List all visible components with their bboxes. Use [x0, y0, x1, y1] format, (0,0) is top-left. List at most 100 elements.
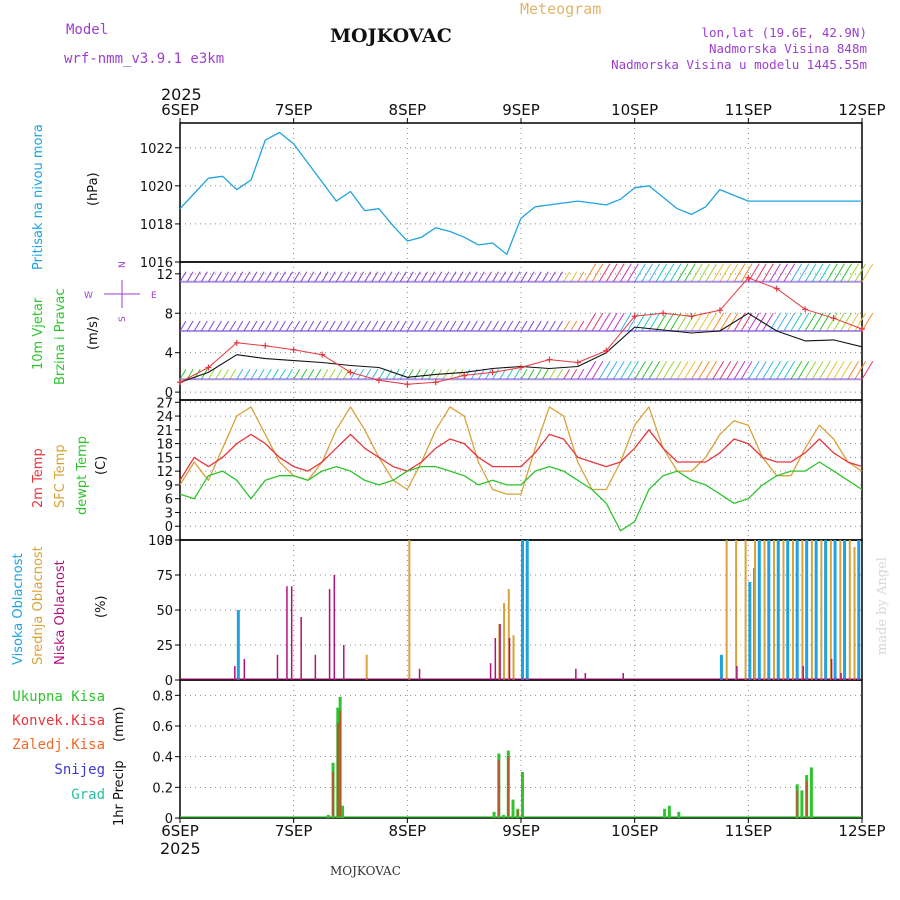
mid-cloud-bar	[829, 540, 832, 680]
low-cloud-bar	[328, 589, 331, 680]
low-cloud-bar	[234, 666, 236, 680]
wind-barb	[577, 271, 585, 282]
wind-barb	[513, 271, 521, 282]
wind-barb	[719, 263, 732, 282]
mid-cloud-bar	[744, 540, 747, 680]
wind-barb	[783, 263, 796, 282]
wind-barb	[250, 271, 258, 282]
x-tick-label-bottom: 6SEP	[161, 822, 199, 840]
wind-barb	[357, 271, 365, 282]
low-cloud-bar	[286, 586, 288, 680]
model-name: wrf-nmm_v3.9.1 e3km	[64, 51, 224, 67]
wind-barb	[833, 361, 845, 380]
y-tick-label: 27	[156, 396, 173, 411]
wind-barb	[307, 271, 315, 282]
wind-barb	[584, 263, 597, 282]
compass-west: W	[84, 291, 93, 301]
wind-barb	[648, 263, 661, 282]
wind-barb	[563, 369, 571, 380]
wind-barb	[783, 361, 796, 380]
wind-barb	[485, 369, 492, 380]
total-precip-bar	[521, 772, 524, 818]
wind-barb	[392, 369, 400, 380]
wind-barb	[669, 361, 682, 380]
mid-cloud-bar	[408, 540, 411, 680]
wind-barb	[492, 271, 500, 282]
wind-barb	[477, 369, 485, 380]
wind-barb	[335, 320, 343, 332]
wind-barb	[598, 361, 611, 380]
precip-legend-hail: Grad	[71, 787, 105, 803]
x-tick-label-top: 10SEP	[611, 101, 658, 119]
wind-barb	[236, 271, 244, 282]
wind-barb	[726, 263, 739, 282]
wind-compass: N E W S	[84, 261, 157, 322]
wind-barb	[215, 271, 222, 282]
low-cloud-bar	[508, 638, 511, 680]
wind-barb	[584, 361, 597, 380]
wind-barb	[818, 361, 831, 380]
wind-barb	[307, 369, 315, 380]
y-tick-label: 0.4	[152, 751, 173, 766]
dewpt-line	[179, 461, 863, 532]
wind-barb	[527, 320, 535, 332]
wind-barb	[797, 263, 810, 282]
wind-barb	[442, 320, 450, 332]
precip-legend-snow: Snijeg	[54, 762, 105, 778]
wind-barb	[357, 320, 365, 332]
wind-barb	[527, 271, 535, 282]
wind-barb	[186, 320, 194, 332]
high-cloud-bar	[767, 540, 771, 680]
wind-barb	[620, 263, 632, 282]
wind-barb	[527, 369, 535, 380]
total-precip-bar	[341, 805, 345, 818]
wind-barb	[577, 320, 585, 332]
x-tick-label-top: 7SEP	[275, 101, 313, 119]
wind-barb	[314, 320, 322, 332]
wind-barb	[499, 369, 507, 380]
wind-barb	[605, 263, 618, 282]
wind-axis-title-b: Brzina i Pravac	[53, 288, 68, 385]
high-cloud-bar	[525, 540, 529, 680]
wind-gust-marker	[290, 346, 297, 353]
wind-barb	[350, 320, 357, 332]
high-cloud-bar	[776, 540, 780, 680]
wind-barb	[698, 361, 710, 380]
wind-barb	[442, 271, 450, 282]
low-cloud-bar	[243, 659, 246, 680]
wind-barb	[215, 369, 222, 380]
wind-barb	[691, 312, 703, 332]
wind-barb	[207, 271, 215, 282]
wind-gust-marker	[375, 377, 382, 384]
wind-barb	[229, 369, 237, 380]
mid-cloud-bar	[763, 540, 766, 680]
wind-barb	[612, 361, 625, 380]
wind-barb	[818, 312, 831, 332]
wind-barb	[286, 369, 293, 380]
wind-barb	[264, 320, 272, 332]
plot-area: 101610181020102204812-303691215182124270…	[140, 101, 886, 840]
wind-barb	[726, 361, 739, 380]
x-tick-label-bottom: 7SEP	[275, 822, 313, 840]
compass-east: E	[151, 291, 157, 301]
wind-barb	[186, 271, 194, 282]
wind-gust-marker	[660, 310, 667, 317]
wind-barb	[804, 312, 817, 332]
wind-barb	[854, 312, 867, 332]
wind-barb	[378, 320, 386, 332]
wind-gust-marker	[489, 369, 496, 376]
wind-barb	[207, 369, 215, 380]
wind-barb	[790, 263, 803, 282]
y-tick-label: 0	[165, 386, 173, 401]
wind-axis-title-a: 10m Vjetar	[31, 297, 46, 370]
wind-barb	[847, 263, 860, 282]
wind-gust-marker	[546, 356, 553, 363]
wind-barb	[755, 361, 767, 380]
mid-cloud-bar	[820, 540, 823, 680]
wind-barb	[755, 312, 767, 332]
wind-barb	[492, 320, 500, 332]
wind-barb	[620, 312, 632, 332]
wind-barb	[804, 361, 817, 380]
wind-barb	[548, 320, 556, 332]
